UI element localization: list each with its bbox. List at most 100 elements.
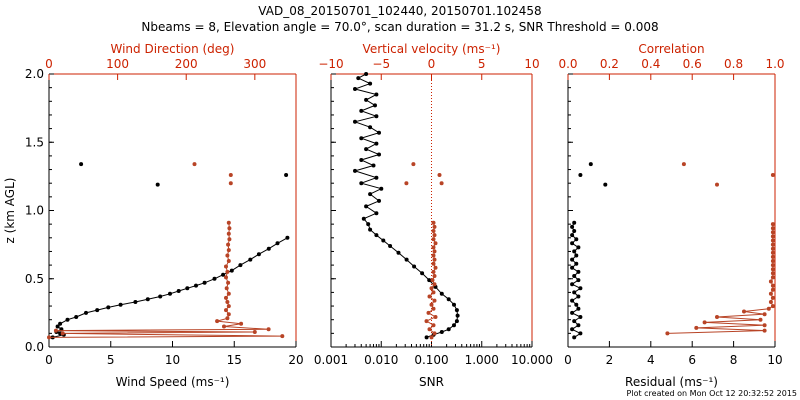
data-point: [252, 330, 257, 334]
data-point: [192, 162, 197, 167]
top-tick-label: 0: [428, 57, 436, 71]
top-tick-label: 200: [175, 57, 198, 71]
data-point: [225, 269, 230, 274]
data-point: [226, 312, 231, 317]
data-point: [431, 237, 436, 242]
data-point: [79, 162, 84, 167]
data-point: [431, 229, 436, 233]
data-point: [768, 291, 773, 296]
series-3: [47, 220, 285, 340]
data-point: [432, 233, 437, 238]
data-point: [768, 300, 773, 304]
data-point: [572, 274, 577, 278]
data-point: [572, 319, 577, 324]
data-point: [766, 306, 771, 311]
data-point: [226, 220, 231, 225]
data-point: [359, 108, 364, 113]
data-point: [770, 304, 775, 309]
data-point: [222, 324, 226, 329]
data-point: [381, 238, 386, 243]
data-point: [412, 264, 417, 269]
data-point: [431, 220, 436, 225]
data-point: [373, 103, 377, 108]
series-3: [404, 162, 444, 186]
data-point: [404, 181, 409, 186]
series-line: [48, 222, 283, 338]
data-point: [396, 250, 401, 255]
data-point: [368, 125, 373, 130]
data-point: [432, 257, 437, 262]
data-point: [427, 278, 432, 283]
data-point: [168, 291, 172, 296]
data-point: [431, 245, 436, 250]
top-tick-label: −5: [372, 57, 390, 71]
data-point: [224, 308, 228, 313]
data-point: [60, 331, 65, 336]
data-point: [368, 192, 373, 197]
data-point: [374, 211, 379, 216]
data-point: [224, 286, 229, 291]
data-point: [454, 308, 459, 313]
data-point: [437, 173, 442, 177]
data-point: [446, 297, 451, 302]
data-point: [433, 315, 438, 319]
bottom-tick-label: 6: [688, 353, 696, 367]
top-axis-label: Wind Direction (deg): [111, 42, 235, 56]
data-point: [431, 306, 436, 311]
data-point: [359, 136, 364, 141]
data-point: [439, 330, 444, 334]
data-point: [770, 226, 775, 231]
data-point: [452, 323, 456, 328]
series-line: [52, 237, 288, 338]
data-point: [224, 295, 228, 300]
bottom-tick-label: 1.000: [465, 353, 499, 367]
bottom-tick-label: 4: [647, 353, 655, 367]
data-point: [432, 282, 437, 287]
data-point: [176, 289, 181, 293]
data-point: [770, 242, 775, 247]
data-point: [368, 81, 373, 86]
data-point: [226, 259, 231, 263]
bottom-tick-label: 5: [107, 353, 115, 367]
data-point: [770, 246, 775, 251]
data-point: [185, 286, 190, 291]
data-point: [420, 271, 425, 276]
chart-panel-1: 0.0 0.5 1.0 1.5 2.0 z (km AGL) 0 5 10 15 20 Wind Sp…: [3, 42, 304, 389]
y-tick-label: 1.0: [25, 204, 44, 218]
data-point: [374, 233, 379, 238]
data-point: [452, 302, 456, 307]
data-point: [770, 263, 775, 268]
data-point: [228, 173, 233, 177]
data-point: [770, 234, 775, 239]
bottom-axis-label: Wind Speed (ms⁻¹): [116, 375, 230, 389]
data-point: [770, 254, 775, 259]
series-2: [578, 162, 608, 187]
data-point: [353, 168, 357, 173]
data-point: [364, 147, 369, 152]
data-point: [574, 261, 579, 266]
data-point: [226, 248, 231, 253]
data-point: [681, 162, 686, 167]
data-point: [266, 327, 271, 332]
data-point: [439, 291, 444, 296]
bottom-tick-label: 0.010: [364, 353, 398, 367]
data-point: [427, 327, 432, 332]
data-point: [95, 308, 100, 313]
data-point: [770, 283, 775, 288]
data-point: [359, 181, 364, 186]
top-tick-label: 0.8: [724, 57, 743, 71]
data-point: [225, 300, 230, 304]
data-point: [53, 328, 58, 333]
data-point: [578, 173, 583, 177]
data-point: [411, 162, 416, 167]
top-tick-label: 300: [243, 57, 266, 71]
y-axis-label: z (km AGL): [3, 178, 17, 244]
data-point: [572, 290, 577, 295]
data-point: [429, 302, 434, 307]
data-point: [570, 224, 575, 229]
data-point: [353, 87, 357, 91]
data-point: [364, 97, 369, 102]
data-point: [572, 249, 577, 254]
series-1: [50, 235, 290, 340]
